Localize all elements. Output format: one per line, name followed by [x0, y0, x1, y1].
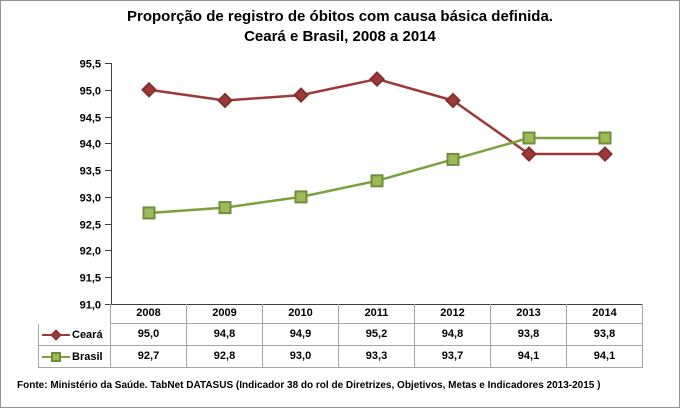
table-value-cell: 92,7 — [111, 346, 187, 368]
ceara-series-line — [148, 77, 605, 156]
table-value-cell: 94,8 — [187, 324, 263, 346]
y-axis-tick-label: 93,5 — [80, 166, 101, 178]
table-year-cell: 2012 — [415, 304, 491, 324]
brasil-legend-label: Brasil — [72, 350, 103, 363]
y-axis-tick-label: 92,0 — [80, 246, 101, 258]
ceara-marker — [217, 92, 233, 109]
table-value-cell: 94,8 — [415, 324, 491, 346]
y-axis-tick-label: 91,0 — [80, 300, 101, 312]
y-axis-tick-label: 92,5 — [80, 220, 101, 232]
ceara-marker — [293, 87, 309, 104]
y-axis-tick-label: 94,0 — [80, 139, 101, 151]
table-value-cell: 93,3 — [339, 346, 415, 368]
table-value-cell: 94,1 — [567, 346, 643, 368]
table-year-cell: 2009 — [187, 304, 263, 324]
brasil-marker — [446, 152, 460, 166]
table-value-cell: 94,9 — [263, 324, 339, 346]
table-value-cell: 94,1 — [491, 346, 567, 368]
brasil-marker — [294, 190, 308, 204]
chart-title-line2: Ceará e Brasil, 2008 a 2014 — [244, 28, 436, 45]
ceara-marker — [597, 146, 613, 162]
y-axis-tick-label: 94,5 — [80, 113, 101, 125]
brasil-marker — [370, 174, 384, 188]
ceara-legend-marker-icon — [42, 328, 70, 341]
table-value-cell: 95,2 — [339, 324, 415, 346]
table-year-cell: 2008 — [110, 304, 187, 324]
brasil-legend-marker-icon — [42, 351, 70, 362]
ceara-legend-label: Ceará — [72, 328, 103, 341]
ceara-marker — [369, 71, 385, 87]
table-header-filler — [38, 304, 110, 324]
table-year-cell: 2014 — [567, 304, 643, 324]
brasil-marker — [598, 131, 612, 145]
table-row-ceara: Ceará 95,0 94,8 94,9 95,2 94,8 93,8 93,8 — [38, 324, 644, 346]
chart-title: Proporção de registro de óbitos com caus… — [1, 7, 679, 47]
y-axis-tick-label: 91,5 — [80, 273, 101, 285]
ceara-marker — [141, 81, 157, 98]
table-value-cell: 93,0 — [263, 346, 339, 368]
table-value-cell: 93,8 — [491, 324, 567, 346]
table-year-cell: 2010 — [263, 304, 339, 324]
source-note: Fonte: Ministério da Saúde. TabNet DATAS… — [17, 380, 601, 391]
chart-data-table: 2008 2009 2010 2011 2012 2013 2014 Ceará 95,0 94… — [38, 304, 644, 368]
table-value-cell: 92,8 — [187, 346, 263, 368]
table-value-cell: 93,8 — [567, 324, 643, 346]
brasil-marker — [142, 206, 156, 220]
ceara-legend-key: Ceará — [38, 324, 111, 346]
y-axis-tick-label: 95,5 — [80, 59, 101, 71]
chart-title-line1: Proporção de registro de óbitos com caus… — [127, 8, 553, 25]
y-axis-tick-label: 93,0 — [80, 193, 101, 205]
table-row-brasil: Brasil 92,7 92,8 93,0 93,3 93,7 94,1 94,1 — [38, 346, 644, 368]
brasil-legend-key: Brasil — [38, 346, 111, 368]
ceara-marker — [521, 146, 537, 162]
brasil-marker — [218, 201, 232, 215]
table-year-cell: 2011 — [339, 304, 415, 324]
table-value-cell: 93,7 — [415, 346, 491, 368]
ceara-marker — [445, 92, 461, 109]
y-axis-tick-label: 95,0 — [80, 86, 101, 98]
table-year-cell: 2013 — [491, 304, 567, 324]
table-value-cell: 95,0 — [111, 324, 187, 346]
brasil-marker — [522, 131, 536, 145]
table-header-row: 2008 2009 2010 2011 2012 2013 2014 — [38, 304, 644, 324]
